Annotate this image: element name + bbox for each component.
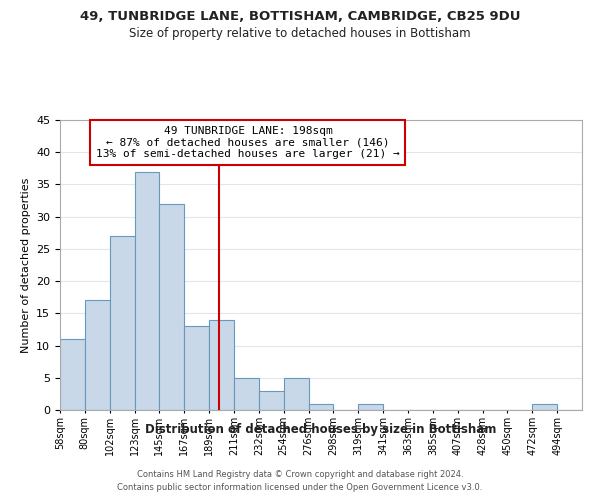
Y-axis label: Number of detached properties: Number of detached properties — [20, 178, 31, 352]
Bar — [532, 404, 557, 410]
Text: Distribution of detached houses by size in Bottisham: Distribution of detached houses by size … — [145, 422, 497, 436]
Text: Contains public sector information licensed under the Open Government Licence v3: Contains public sector information licen… — [118, 482, 482, 492]
Bar — [134, 172, 160, 410]
Bar — [110, 236, 134, 410]
Bar — [308, 404, 334, 410]
Bar — [259, 390, 284, 410]
Bar — [209, 320, 234, 410]
Bar — [358, 404, 383, 410]
Bar — [160, 204, 184, 410]
Text: Contains HM Land Registry data © Crown copyright and database right 2024.: Contains HM Land Registry data © Crown c… — [137, 470, 463, 479]
Bar — [85, 300, 110, 410]
Text: 49, TUNBRIDGE LANE, BOTTISHAM, CAMBRIDGE, CB25 9DU: 49, TUNBRIDGE LANE, BOTTISHAM, CAMBRIDGE… — [80, 10, 520, 23]
Bar — [184, 326, 209, 410]
Text: Size of property relative to detached houses in Bottisham: Size of property relative to detached ho… — [129, 28, 471, 40]
Bar — [60, 339, 85, 410]
Bar — [234, 378, 259, 410]
Bar — [284, 378, 308, 410]
Text: 49 TUNBRIDGE LANE: 198sqm
← 87% of detached houses are smaller (146)
13% of semi: 49 TUNBRIDGE LANE: 198sqm ← 87% of detac… — [96, 126, 400, 159]
